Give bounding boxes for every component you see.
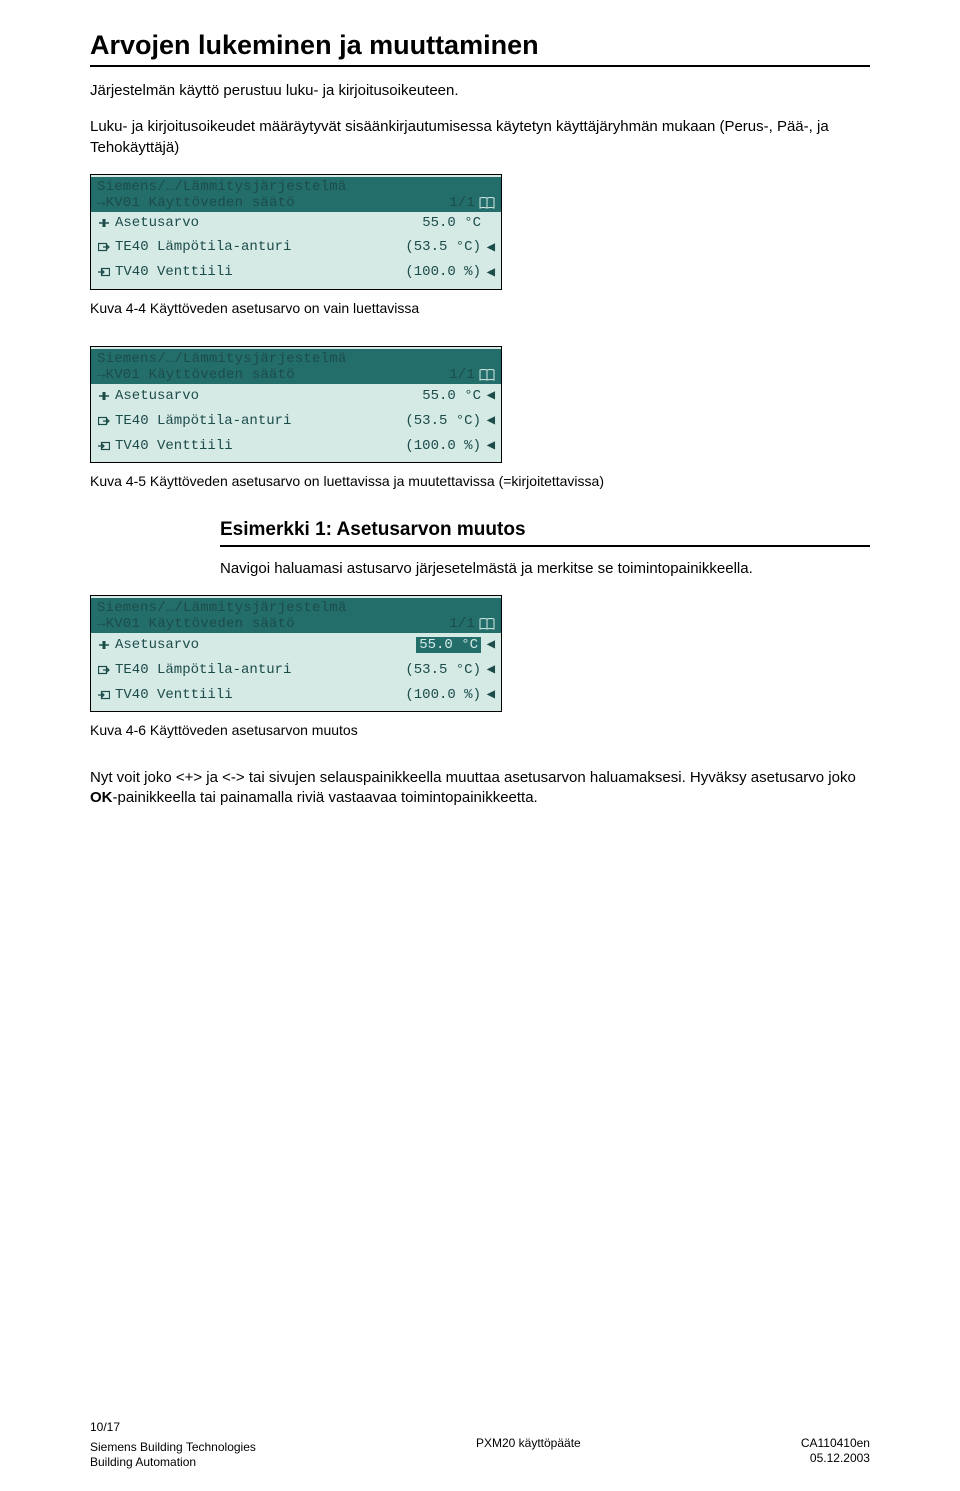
output-icon (97, 689, 111, 701)
lcd-marker: ◀ (485, 412, 495, 429)
output-icon (97, 440, 111, 452)
lcd-row: TE40 Lämpötila-anturi(53.5 °C)◀ (97, 661, 495, 678)
lcd-value: (53.5 °C) (405, 239, 481, 255)
lcd-path: Siemens/…/Lämmitysjärjestelmä (97, 600, 346, 616)
lcd-label: Asetusarvo (115, 388, 418, 404)
footer-pagenum: 10/17 (90, 1420, 256, 1436)
lcd-row: TV40 Venttiili(100.0 %)◀ (97, 686, 495, 703)
section-heading: Arvojen lukeminen ja muuttaminen (90, 30, 870, 61)
lcd-row: Asetusarvo55.0 °C◀ (97, 387, 495, 404)
lcd-label: Asetusarvo (115, 215, 418, 231)
lcd-page: 1/1 (449, 616, 475, 632)
lcd-value-highlighted: 55.0 °C (416, 637, 481, 653)
book-icon (479, 369, 495, 381)
figure-4-6-caption: Kuva 4-6 Käyttöveden asetusarvon muutos (90, 722, 870, 738)
lcd-marker: ◀ (485, 387, 495, 404)
lcd-value: (53.5 °C) (405, 413, 481, 429)
lcd-row: Asetusarvo55.0 °C◀ (97, 636, 495, 653)
lcd-marker: ◀ (485, 686, 495, 703)
document-page: Arvojen lukeminen ja muuttaminen Järjest… (0, 0, 960, 1491)
figure-4-5-caption: Kuva 4-5 Käyttöveden asetusarvo on luett… (90, 473, 870, 489)
closing-text-a: Nyt voit joko <+> ja <-> tai sivujen sel… (90, 769, 856, 786)
slider-icon (97, 390, 111, 402)
closing-text-c: -painikkeella tai painamalla riviä vasta… (113, 789, 538, 806)
lcd-label: TV40 Venttiili (115, 687, 401, 703)
lcd-value: (100.0 %) (405, 687, 481, 703)
output-icon (97, 266, 111, 278)
lcd-path: Siemens/…/Lämmitysjärjestelmä (97, 351, 346, 367)
footer-center-text: PXM20 käyttöpääte (476, 1436, 581, 1452)
lcd-value: (53.5 °C) (405, 662, 481, 678)
subsection-example1: Esimerkki 1: Asetusarvon muutos Navigoi … (90, 519, 870, 579)
lcd-path: Siemens/…/Lämmitysjärjestelmä (97, 179, 346, 195)
footer-left1: Siemens Building Technologies (90, 1440, 256, 1456)
closing-paragraph: Nyt voit joko <+> ja <-> tai sivujen sel… (90, 768, 870, 809)
heading-rule (90, 65, 870, 67)
lcd-row: TV40 Venttiili(100.0 %)◀ (97, 437, 495, 454)
lcd-row: TV40 Venttiili(100.0 %)◀ (97, 264, 495, 281)
lcd-value: 55.0 °C (422, 215, 481, 231)
footer-right: CA110410en 05.12.2003 (801, 1420, 870, 1471)
lcd-marker: ◀ (485, 661, 495, 678)
lcd-page: 1/1 (449, 367, 475, 383)
lcd-value: 55.0 °C (422, 388, 481, 404)
closing-bold-ok: OK (90, 789, 113, 806)
subsection-body: Navigoi haluamasi astusarvo järjesetelmä… (220, 559, 870, 579)
subsection-title: Esimerkki 1: Asetusarvon muutos (220, 519, 870, 541)
lcd-row: TE40 Lämpötila-anturi(53.5 °C)◀ (97, 412, 495, 429)
input-icon (97, 664, 111, 676)
footer-right2: 05.12.2003 (801, 1451, 870, 1467)
lcd-value: (100.0 %) (405, 264, 481, 280)
lcd-label: TE40 Lämpötila-anturi (115, 239, 401, 255)
lcd-label: TE40 Lämpötila-anturi (115, 662, 401, 678)
intro-paragraph-1: Järjestelmän käyttö perustuu luku- ja ki… (90, 81, 870, 101)
lcd-marker: ◀ (485, 264, 495, 281)
lcd-marker: ◀ (485, 636, 495, 653)
figure-4-4-lcd: Siemens/…/Lämmitysjärjestelmä→KV01 Käytt… (90, 174, 502, 290)
footer-left2: Building Automation (90, 1455, 256, 1471)
page-footer: 10/17 Siemens Building Technologies Buil… (90, 1420, 870, 1471)
lcd-marker: ◀ (485, 239, 495, 256)
input-icon (97, 415, 111, 427)
book-icon (479, 618, 495, 630)
lcd-row: Asetusarvo55.0 °C (97, 215, 495, 231)
subsection-rule (220, 545, 870, 547)
lcd-page: 1/1 (449, 195, 475, 211)
figure-4-5-lcd: Siemens/…/Lämmitysjärjestelmä→KV01 Käytt… (90, 346, 502, 463)
slider-icon (97, 639, 111, 651)
lcd-row: TE40 Lämpötila-anturi(53.5 °C)◀ (97, 239, 495, 256)
footer-right1: CA110410en (801, 1436, 870, 1452)
footer-left: 10/17 Siemens Building Technologies Buil… (90, 1420, 256, 1471)
figure-4-6-lcd: Siemens/…/Lämmitysjärjestelmä→KV01 Käytt… (90, 595, 502, 712)
footer-center: PXM20 käyttöpääte (476, 1420, 581, 1471)
lcd-label: TV40 Venttiili (115, 438, 401, 454)
lcd-label: Asetusarvo (115, 637, 412, 653)
slider-icon (97, 217, 111, 229)
lcd-title: →KV01 Käyttöveden säätö (97, 616, 295, 632)
lcd-marker: ◀ (485, 437, 495, 454)
figure-4-4-caption: Kuva 4-4 Käyttöveden asetusarvo on vain … (90, 300, 870, 316)
book-icon (479, 197, 495, 209)
lcd-title: →KV01 Käyttöveden säätö (97, 195, 295, 211)
lcd-title: →KV01 Käyttöveden säätö (97, 367, 295, 383)
intro-paragraph-2: Luku- ja kirjoitusoikeudet määräytyvät s… (90, 117, 870, 158)
lcd-value: (100.0 %) (405, 438, 481, 454)
lcd-label: TE40 Lämpötila-anturi (115, 413, 401, 429)
input-icon (97, 241, 111, 253)
lcd-label: TV40 Venttiili (115, 264, 401, 280)
